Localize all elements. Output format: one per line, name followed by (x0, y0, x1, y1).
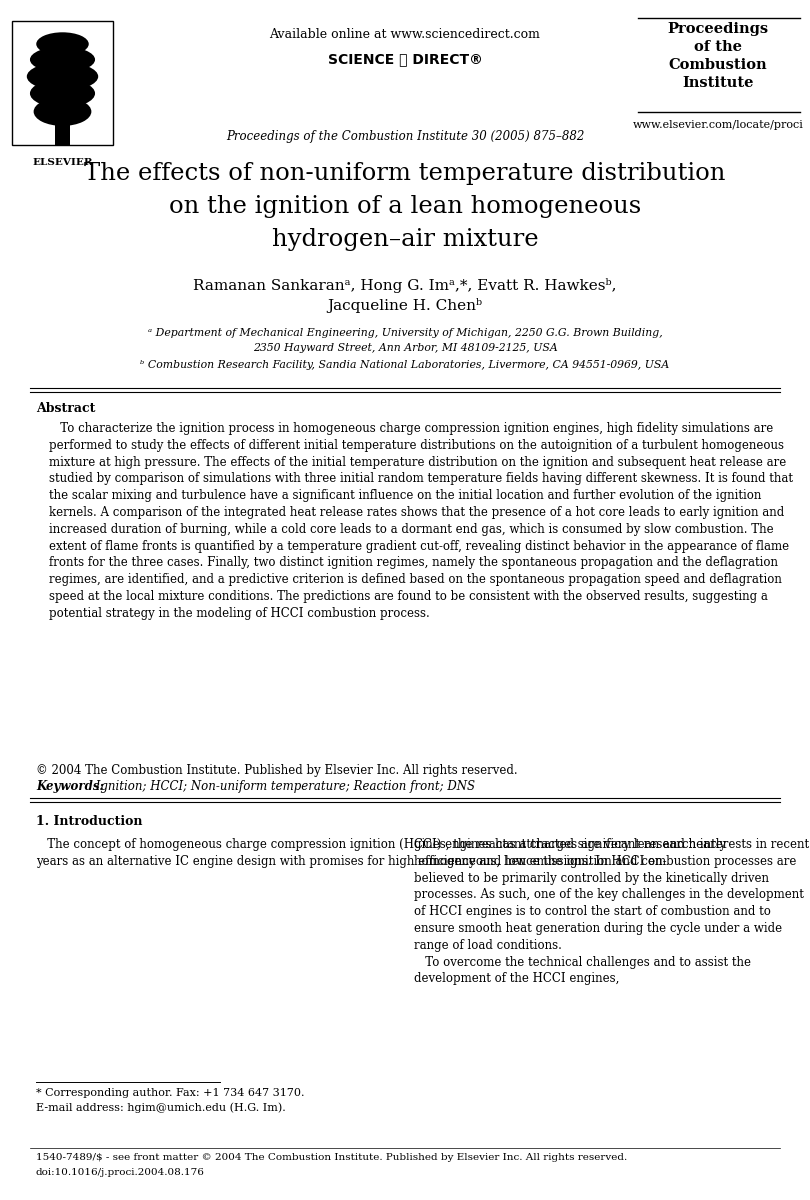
Text: The concept of homogeneous charge compression ignition (HCCI) engines has attrac: The concept of homogeneous charge compre… (36, 838, 809, 868)
Text: hydrogen–air mixture: hydrogen–air mixture (271, 228, 539, 251)
FancyBboxPatch shape (12, 20, 113, 145)
Text: 2350 Hayward Street, Ann Arbor, MI 48109-2125, USA: 2350 Hayward Street, Ann Arbor, MI 48109… (253, 343, 557, 353)
Text: Proceedings of the Combustion Institute 30 (2005) 875–882: Proceedings of the Combustion Institute … (226, 130, 584, 143)
Text: Available online at www.sciencedirect.com: Available online at www.sciencedirect.co… (270, 28, 540, 41)
Text: Jacqueline H. Chenᵇ: Jacqueline H. Chenᵇ (327, 298, 483, 313)
Text: 1. Introduction: 1. Introduction (36, 815, 143, 828)
Text: 1540-7489/$ - see front matter © 2004 The Combustion Institute. Published by Els: 1540-7489/$ - see front matter © 2004 Th… (36, 1153, 627, 1162)
Text: © 2004 The Combustion Institute. Published by Elsevier Inc. All rights reserved.: © 2004 The Combustion Institute. Publish… (36, 764, 518, 778)
Text: doi:10.1016/j.proci.2004.08.176: doi:10.1016/j.proci.2004.08.176 (36, 1168, 205, 1177)
Text: * Corresponding author. Fax: +1 734 647 3170.: * Corresponding author. Fax: +1 734 647 … (36, 1088, 305, 1098)
Ellipse shape (30, 47, 95, 72)
Bar (55, 122, 70, 145)
Ellipse shape (27, 62, 98, 91)
Text: Abstract: Abstract (36, 402, 96, 415)
Ellipse shape (30, 79, 95, 108)
Text: ᵇ Combustion Research Facility, Sandia National Laboratories, Livermore, CA 9455: ᵇ Combustion Research Facility, Sandia N… (140, 360, 670, 370)
Ellipse shape (34, 97, 92, 126)
Text: ELSEVIER: ELSEVIER (32, 158, 93, 168)
Text: Proceedings
of the
Combustion
Institute: Proceedings of the Combustion Institute (667, 22, 769, 90)
Ellipse shape (36, 32, 89, 55)
Text: gines, the reactant charges are very lean and nearly homogeneous, hence the igni: gines, the reactant charges are very lea… (414, 838, 804, 985)
Text: on the ignition of a lean homogeneous: on the ignition of a lean homogeneous (168, 194, 642, 218)
Text: ᵃ Department of Mechanical Engineering, University of Michigan, 2250 G.G. Brown : ᵃ Department of Mechanical Engineering, … (147, 328, 663, 338)
Text: www.elsevier.com/locate/proci: www.elsevier.com/locate/proci (633, 120, 804, 130)
Text: Keywords:: Keywords: (36, 780, 104, 793)
Text: Ignition; HCCI; Non-uniform temperature; Reaction front; DNS: Ignition; HCCI; Non-uniform temperature;… (92, 780, 475, 793)
Text: SCIENCE ⓐ DIRECT®: SCIENCE ⓐ DIRECT® (327, 52, 483, 66)
Text: To characterize the ignition process in homogeneous charge compression ignition : To characterize the ignition process in … (49, 422, 793, 619)
Text: E-mail address: hgim@umich.edu (H.G. Im).: E-mail address: hgim@umich.edu (H.G. Im)… (36, 1102, 286, 1112)
Text: The effects of non-uniform temperature distribution: The effects of non-uniform temperature d… (84, 162, 726, 185)
Text: Ramanan Sankaranᵃ, Hong G. Imᵃ,*, Evatt R. Hawkesᵇ,: Ramanan Sankaranᵃ, Hong G. Imᵃ,*, Evatt … (194, 278, 616, 293)
